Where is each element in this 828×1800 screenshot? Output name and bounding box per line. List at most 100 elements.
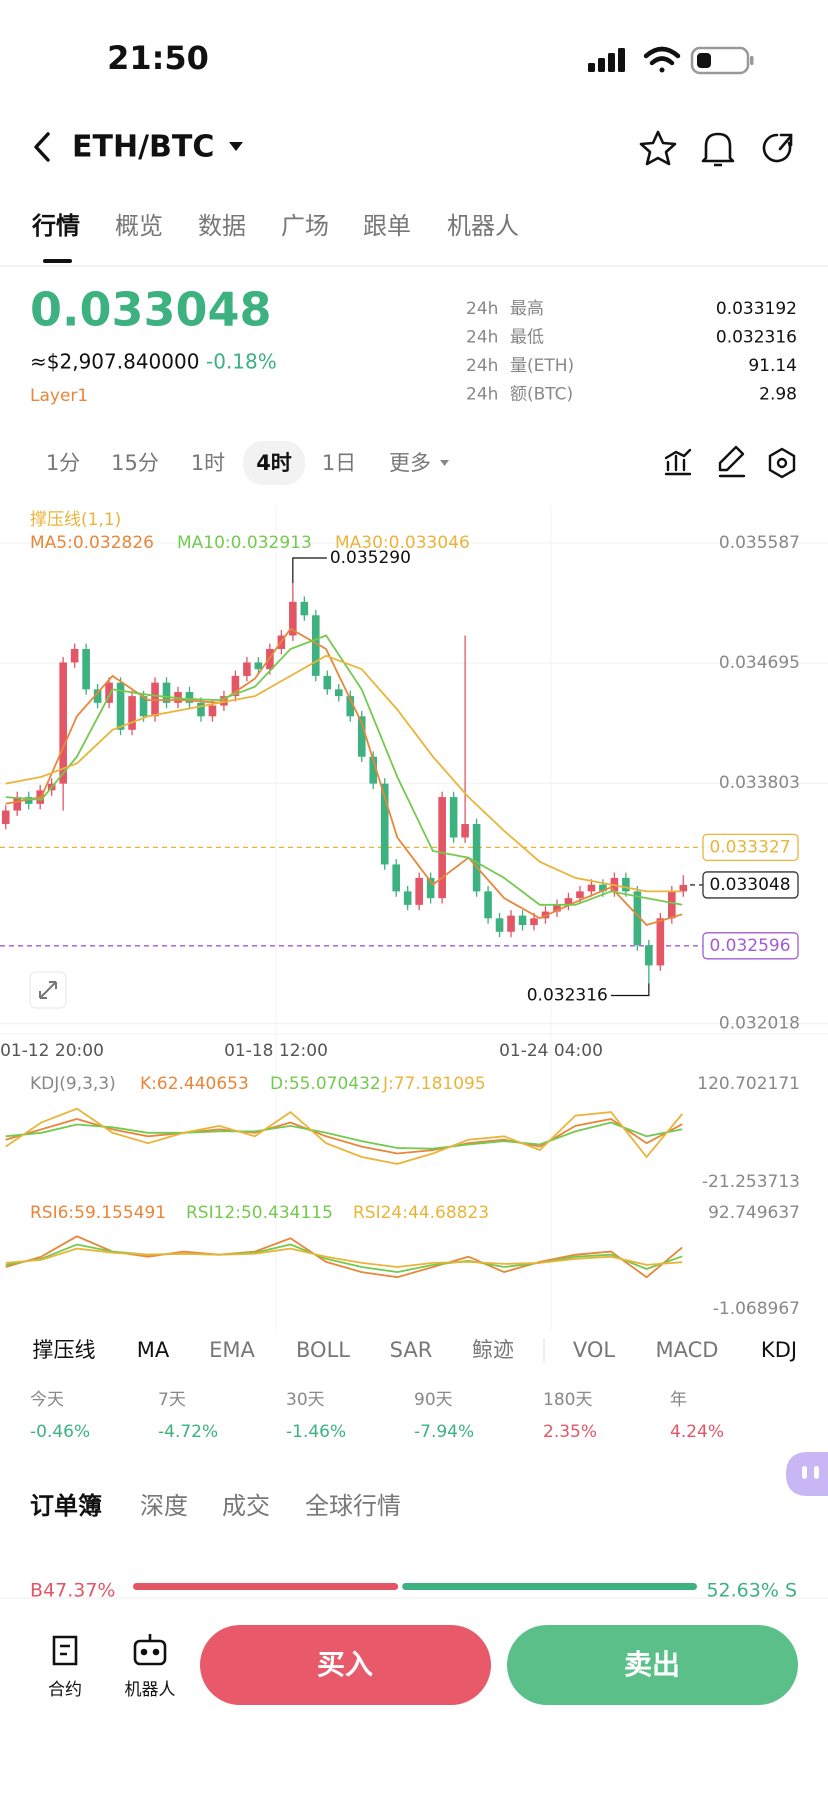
stat-label: 最低	[510, 328, 544, 348]
y-tick-label: 120.702171	[697, 1074, 800, 1094]
indicator-line	[5, 1247, 683, 1268]
tab-underline	[43, 259, 72, 263]
timeframe[interactable]: 更多	[389, 451, 431, 475]
candle-body	[243, 662, 251, 676]
indicator-icon[interactable]	[664, 448, 692, 476]
indicator-line	[5, 1118, 683, 1155]
indicator-tab[interactable]: SAR	[390, 1338, 433, 1362]
candle-body	[312, 615, 320, 676]
indicator-tab[interactable]: BOLL	[296, 1338, 350, 1362]
candle-body	[392, 864, 400, 892]
pair-title[interactable]: ETH/BTC	[72, 130, 214, 165]
book-tab[interactable]: 订单簿	[30, 1492, 102, 1520]
indicator-tab[interactable]: MACD	[656, 1338, 719, 1362]
assistant-bubble[interactable]	[786, 1452, 828, 1496]
robot-label[interactable]: 机器人	[125, 1680, 176, 1700]
legend-entry: RSI12:50.434115	[186, 1203, 333, 1223]
candle-body	[220, 696, 228, 706]
indicator-tab[interactable]: EMA	[209, 1338, 255, 1362]
battery-icon	[690, 46, 754, 75]
book-tab[interactable]: 深度	[140, 1492, 188, 1520]
candle-body	[668, 891, 676, 919]
indicator-tab[interactable]: MA	[137, 1338, 170, 1362]
sell-button[interactable]	[507, 1625, 798, 1705]
candle-body	[185, 692, 194, 703]
share-button[interactable]	[762, 133, 793, 163]
performance-value: -0.46%	[30, 1422, 90, 1442]
settings-icon[interactable]	[768, 447, 796, 479]
back-button[interactable]	[34, 132, 50, 162]
indicator-tab[interactable]: 撑压线	[33, 1338, 96, 1362]
performance-period: 180天	[543, 1390, 592, 1410]
contract-label[interactable]: 合约	[48, 1680, 82, 1700]
indicator-tab[interactable]: 鲸迹	[472, 1338, 514, 1362]
price-change: -0.18%	[206, 350, 277, 374]
candle-body	[139, 696, 148, 717]
candle-body	[403, 891, 412, 905]
candle-body	[162, 682, 171, 703]
price-tag	[702, 833, 799, 861]
timeframe[interactable]: 4时	[256, 451, 292, 475]
nav-tab[interactable]: 机器人	[447, 212, 519, 240]
candle-body	[484, 891, 492, 919]
candle-body	[530, 918, 538, 926]
timeframe[interactable]: 1日	[322, 451, 356, 475]
book-tab[interactable]: 全球行情	[305, 1492, 401, 1520]
candle-body	[289, 601, 297, 636]
signal-icon	[588, 48, 625, 72]
nav-tab[interactable]: 广场	[281, 212, 329, 240]
nav-tab[interactable]: 跟单	[363, 212, 411, 240]
candle-body	[334, 689, 343, 697]
candle-body	[323, 675, 332, 690]
fullscreen-button[interactable]	[29, 971, 67, 1009]
candle-body	[679, 884, 688, 892]
stat-period: 24h	[466, 328, 498, 348]
buy-label[interactable]: 买入	[317, 1648, 373, 1681]
price-tag-label: 0.032596	[709, 936, 790, 956]
candle-body	[357, 716, 366, 757]
y-tick-label: 0.033803	[719, 773, 800, 793]
indicator-tab[interactable]: VOL	[573, 1338, 616, 1362]
candle-body	[633, 891, 642, 946]
indicator-line	[5, 654, 683, 893]
nav-tab[interactable]: 概览	[115, 212, 163, 240]
robot-icon[interactable]	[133, 1634, 167, 1666]
timeframe[interactable]: 1时	[191, 451, 225, 475]
price-tag-label: 0.033048	[709, 875, 790, 895]
book-tab[interactable]: 成交	[222, 1492, 270, 1520]
candle-body	[24, 797, 33, 804]
sell-ratio-bar	[402, 1583, 697, 1590]
candle-body	[438, 797, 446, 899]
stat-period: 24h	[466, 299, 498, 319]
nav-tab[interactable]: 数据	[198, 212, 246, 240]
favorite-button[interactable]	[639, 130, 677, 166]
stat-period: 24h	[466, 356, 498, 376]
candle-body	[254, 662, 263, 670]
performance-period: 年	[670, 1390, 687, 1410]
buy-button[interactable]	[200, 1625, 491, 1705]
draw-icon[interactable]	[718, 445, 746, 478]
candle-body	[656, 918, 665, 966]
pair-dropdown[interactable]	[229, 142, 243, 151]
candle-body	[116, 682, 125, 730]
performance-period: 30天	[286, 1390, 325, 1410]
candle-body	[426, 877, 435, 899]
sector-tag[interactable]: Layer1	[30, 386, 88, 406]
contract-icon[interactable]	[52, 1635, 78, 1666]
annotation-label: 0.032316	[527, 985, 608, 1005]
timeframe[interactable]: 15分	[111, 451, 159, 475]
indicator-tab[interactable]: KDJ	[761, 1338, 797, 1362]
candle-body	[518, 915, 527, 926]
timeframe[interactable]: 1分	[46, 451, 80, 475]
nav-tab[interactable]: 行情	[31, 212, 80, 240]
stat-period: 24h	[466, 385, 498, 405]
legend-entry: MA30:0.033046	[335, 533, 470, 553]
alert-button[interactable]	[701, 132, 735, 167]
indicator-line	[5, 1243, 683, 1274]
candle-body	[507, 915, 515, 932]
stat-label: 额(BTC)	[510, 385, 573, 405]
candle-body	[13, 797, 22, 811]
buy-ratio: B47.37%	[30, 1580, 115, 1602]
sell-label[interactable]: 卖出	[624, 1648, 680, 1681]
candle-body	[128, 696, 136, 730]
